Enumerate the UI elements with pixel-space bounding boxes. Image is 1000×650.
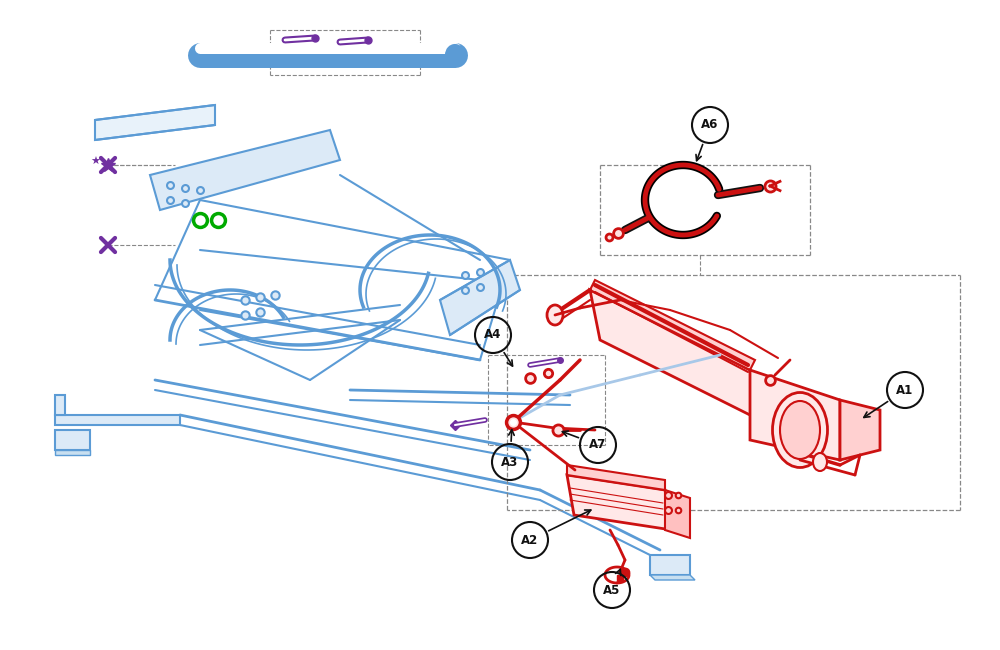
Polygon shape	[55, 395, 65, 415]
Polygon shape	[590, 290, 760, 420]
Text: ★: ★	[90, 157, 100, 167]
Polygon shape	[150, 130, 340, 210]
Text: A1: A1	[896, 384, 914, 396]
Polygon shape	[55, 415, 180, 425]
Polygon shape	[650, 555, 690, 575]
Polygon shape	[650, 575, 695, 580]
Ellipse shape	[547, 305, 563, 325]
Polygon shape	[840, 400, 880, 460]
Text: A3: A3	[501, 456, 519, 469]
Polygon shape	[567, 465, 665, 490]
Polygon shape	[665, 490, 690, 538]
Polygon shape	[440, 260, 520, 335]
Polygon shape	[567, 475, 672, 530]
Polygon shape	[590, 280, 755, 370]
Polygon shape	[95, 105, 215, 140]
Text: A6: A6	[701, 118, 719, 131]
Ellipse shape	[813, 453, 827, 471]
Polygon shape	[55, 450, 90, 455]
Text: A7: A7	[589, 439, 607, 452]
Text: A5: A5	[603, 584, 621, 597]
Ellipse shape	[780, 401, 820, 459]
Polygon shape	[750, 370, 840, 460]
Text: A2: A2	[521, 534, 539, 547]
Ellipse shape	[772, 393, 828, 467]
Text: A4: A4	[484, 328, 502, 341]
Ellipse shape	[446, 45, 464, 65]
Polygon shape	[55, 430, 90, 450]
